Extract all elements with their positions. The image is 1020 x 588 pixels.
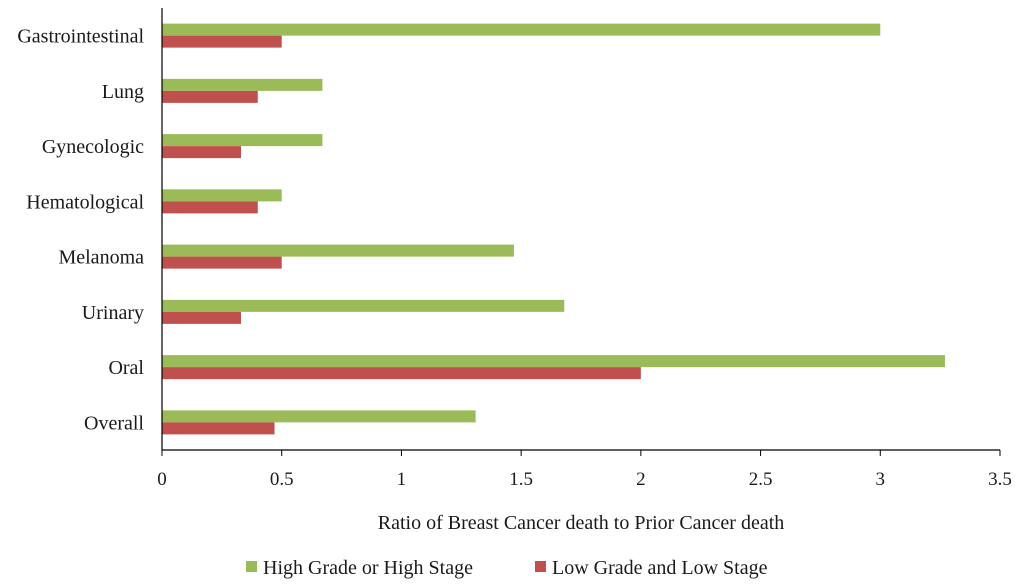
category-label-melanoma: Melanoma (58, 247, 144, 269)
legend-label-series-2: Low Grade and Low Stage (552, 557, 768, 579)
bar-overall-series-1 (162, 410, 476, 423)
bar-melanoma-series-1 (162, 244, 514, 257)
category-label-hematological: Hematological (26, 191, 144, 213)
x-tick-label: 2.5 (749, 469, 773, 490)
bar-gynecologic-series-2 (162, 146, 242, 159)
legend-label-series-1: High Grade or High Stage (263, 557, 473, 579)
category-label-oral: Oral (108, 357, 144, 379)
bar-urinary-series-1 (162, 299, 565, 312)
category-label-overall: Overall (84, 412, 144, 434)
bar-hematological-series-1 (162, 189, 282, 202)
bar-lung-series-1 (162, 78, 323, 91)
category-label-gynecologic: Gynecologic (42, 136, 144, 158)
legend-swatch-series-2 (535, 561, 546, 572)
bar-oral-series-2 (162, 367, 641, 380)
category-label-urinary: Urinary (82, 302, 144, 324)
x-tick-label: 1.5 (509, 469, 533, 490)
x-axis-title: Ratio of Breast Cancer death to Prior Ca… (378, 512, 785, 534)
x-tick-label: 3 (876, 469, 886, 490)
category-label-lung: Lung (102, 81, 144, 103)
bars-layer (162, 23, 945, 435)
x-tick-label: 1 (397, 469, 407, 490)
bar-gynecologic-series-1 (162, 134, 323, 147)
bar-gastrointestinal-series-1 (162, 23, 881, 36)
bar-oral-series-1 (162, 355, 945, 368)
x-tick-label: 3.5 (988, 469, 1012, 490)
axes-layer (161, 8, 1001, 456)
bar-melanoma-series-2 (162, 256, 282, 269)
bar-lung-series-2 (162, 90, 258, 103)
legend-swatch-series-1 (246, 561, 257, 572)
x-tick-label: 0 (157, 469, 167, 490)
bar-gastrointestinal-series-2 (162, 35, 282, 48)
bar-overall-series-2 (162, 422, 275, 435)
bar-hematological-series-2 (162, 201, 258, 214)
bar-urinary-series-2 (162, 311, 242, 324)
category-label-gastrointestinal: Gastrointestinal (17, 26, 144, 48)
x-tick-label: 2 (636, 469, 646, 490)
x-tick-label: 0.5 (270, 469, 294, 490)
labels-layer: Gastrointestinal Lung Gynecologic Hematolog… (17, 26, 1012, 490)
legend: High Grade or High Stage Low Grade and Lo… (246, 557, 768, 579)
